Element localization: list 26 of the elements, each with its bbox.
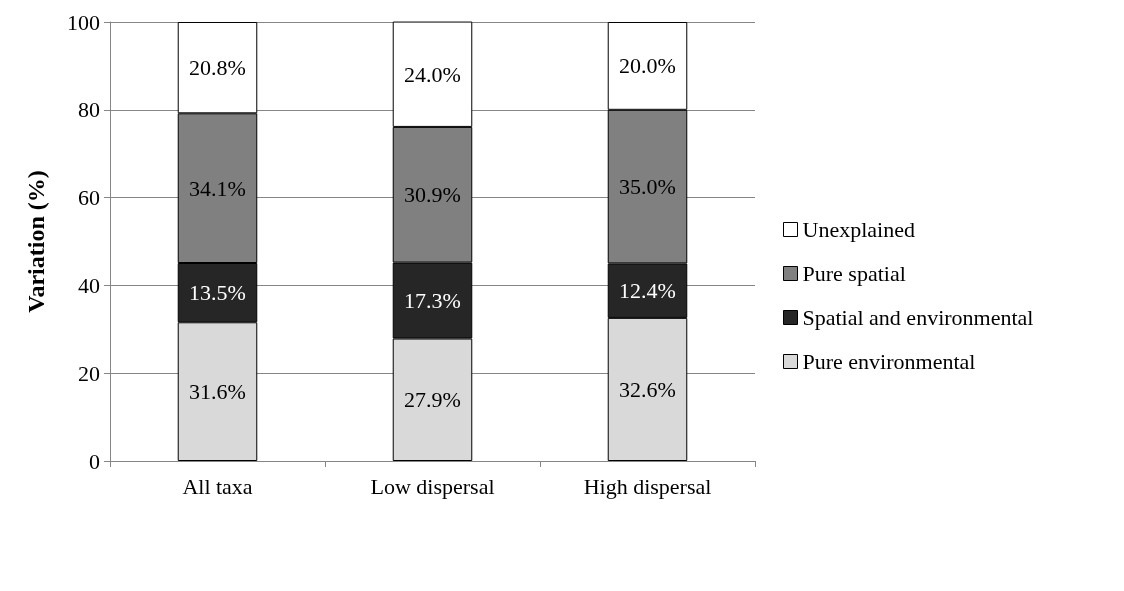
data-label: 34.1%	[189, 175, 246, 201]
y-tick-label: 40	[78, 272, 100, 298]
x-tick-label: Low dispersal	[370, 473, 495, 499]
data-label: 31.6%	[189, 379, 246, 405]
legend-label: Pure environmental	[802, 349, 976, 374]
y-tick-label: 60	[78, 185, 100, 211]
y-tick-label: 80	[78, 97, 100, 123]
y-tick-label: 100	[67, 9, 100, 35]
data-label: 20.0%	[619, 53, 676, 79]
data-label: 17.3%	[404, 288, 461, 314]
data-label: 20.8%	[189, 55, 246, 81]
x-tick-label: All taxa	[182, 473, 253, 499]
y-axis-title: Variation (%)	[23, 170, 49, 313]
y-tick-label: 20	[78, 360, 100, 386]
y-tick-label: 0	[89, 448, 100, 474]
data-label: 27.9%	[404, 387, 461, 413]
data-label: 13.5%	[189, 280, 246, 306]
data-label: 35.0%	[619, 174, 676, 200]
x-tick-label: High dispersal	[583, 473, 712, 499]
legend-label: Pure spatial	[802, 261, 906, 286]
data-label: 32.6%	[619, 376, 676, 402]
legend-label: Spatial and environmental	[802, 305, 1034, 330]
data-label: 12.4%	[619, 278, 676, 304]
legend-label: Unexplained	[802, 217, 915, 242]
data-label: 30.9%	[404, 182, 461, 208]
data-label: 24.0%	[404, 61, 461, 87]
